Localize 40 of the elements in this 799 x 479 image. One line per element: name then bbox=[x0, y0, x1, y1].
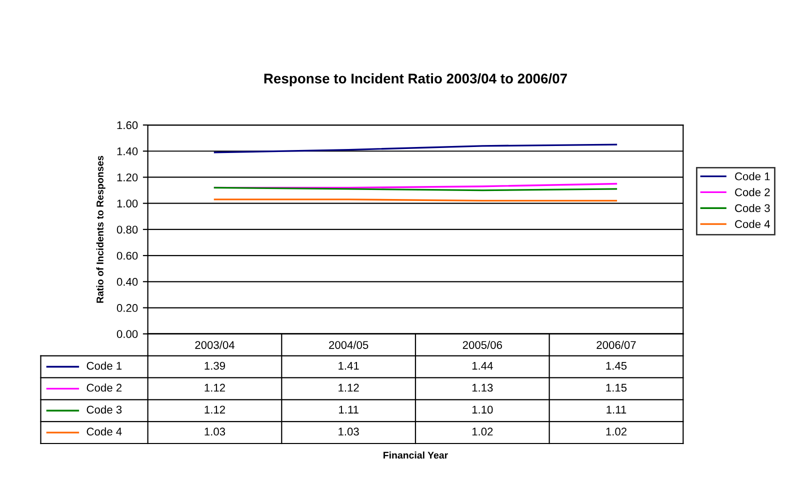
data-label: 1.41 bbox=[338, 362, 359, 370]
data-label: 1.11 bbox=[606, 406, 626, 414]
x-tick-label: 2003/04 bbox=[195, 340, 234, 349]
data-label: 1.03 bbox=[338, 428, 359, 436]
y-tick-label: 1.60 bbox=[117, 121, 138, 130]
x-tick-label: 2005/06 bbox=[462, 340, 502, 349]
text: Code 4 bbox=[86, 427, 122, 436]
data-label: 1.12 bbox=[204, 384, 225, 392]
text: Financial Year bbox=[384, 452, 448, 459]
data-label: 1.44 bbox=[472, 362, 493, 370]
data-label: 1.12 bbox=[338, 384, 359, 392]
y-axis-title: Ratio of Incidents to Responses bbox=[96, 156, 106, 303]
legend-label: Code 2 bbox=[735, 188, 770, 196]
data-label: 1.11 bbox=[339, 406, 358, 414]
y-tick-label: 1.40 bbox=[117, 147, 138, 156]
data-label: 1.13 bbox=[472, 384, 493, 392]
data-label: 1.39 bbox=[204, 362, 226, 370]
y-tick-label: 1.20 bbox=[117, 173, 138, 182]
x-tick-label: 2004/05 bbox=[329, 340, 368, 349]
y-tick-label: 0.40 bbox=[116, 278, 138, 286]
data-label: 1.45 bbox=[606, 362, 627, 370]
data-label: 1.02 bbox=[472, 428, 493, 436]
chart-title: Response to Incident Ratio 2003/04 to 2006/07 bbox=[264, 73, 567, 86]
y-tick-label: 0.80 bbox=[116, 226, 138, 234]
x-tick-label: 2006/07 bbox=[596, 340, 636, 349]
data-label: 1.15 bbox=[606, 384, 627, 392]
data-label: 1.10 bbox=[472, 406, 493, 414]
legend-label: Code 3 bbox=[735, 204, 770, 212]
data-label: 1.03 bbox=[204, 428, 226, 436]
y-tick-label: 0.00 bbox=[116, 330, 138, 338]
y-tick-label: 0.20 bbox=[116, 304, 138, 312]
data-label: 1.02 bbox=[606, 428, 626, 436]
data-label: 1.12 bbox=[204, 406, 225, 414]
text: Code 1 bbox=[86, 362, 122, 370]
legend-label: Code 1 bbox=[735, 172, 770, 180]
y-tick-label: 1.00 bbox=[117, 200, 138, 208]
text: Code 3 bbox=[86, 405, 122, 414]
legend-label: Code 4 bbox=[735, 220, 770, 228]
y-tick-label: 0.60 bbox=[116, 252, 138, 260]
text: Code 2 bbox=[86, 384, 122, 392]
